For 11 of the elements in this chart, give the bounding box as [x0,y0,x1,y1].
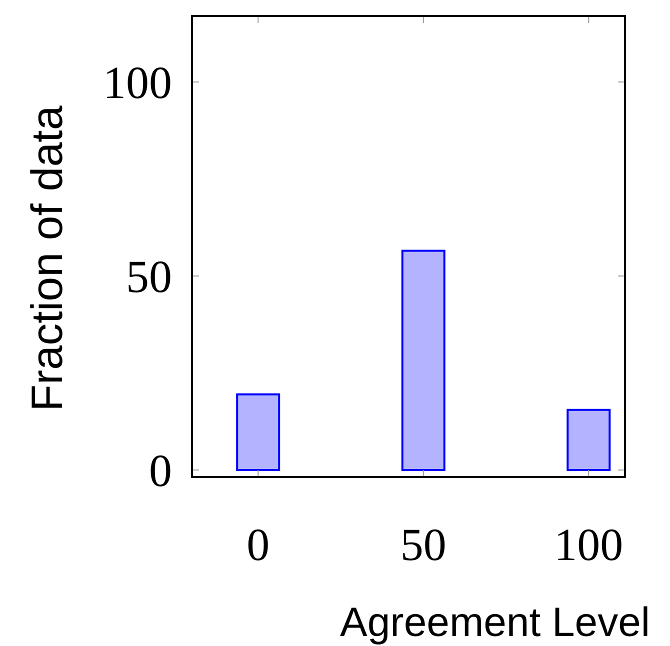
bar [401,250,446,472]
y-axis-title: Fraction of data [23,105,72,412]
y-tick-label: 100 [103,56,172,108]
x-axis-title: Agreement Level [340,599,650,645]
bar [566,408,611,472]
x-tick-label: 0 [246,519,270,570]
x-tick-label: 50 [400,519,446,570]
y-tick-label: 0 [149,445,172,496]
bar [236,393,280,472]
x-tick-label: 100 [554,519,624,570]
y-tick-label: 50 [126,250,172,302]
